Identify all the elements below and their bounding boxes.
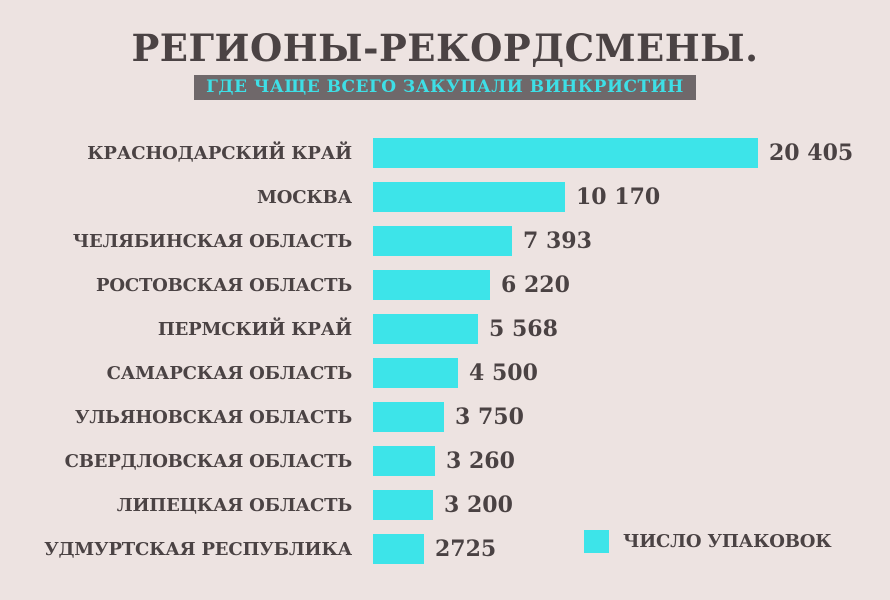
bar-value: 7 393	[523, 228, 592, 255]
bar	[373, 138, 758, 169]
bar-value: 6 220	[501, 272, 570, 299]
chart-row: УДМУРТСКАЯ РЕСПУБЛИКА 2725	[0, 534, 890, 565]
bar	[373, 446, 435, 477]
bar	[373, 534, 424, 565]
bar-label: СВЕРДЛОВСКАЯ ОБЛАСТЬ	[64, 450, 353, 472]
chart-rows: КРАСНОДАРСКИЙ КРАЙ 20 405 МОСКВА 10 170 …	[0, 138, 890, 565]
bar-label: САМАРСКАЯ ОБЛАСТЬ	[106, 362, 353, 384]
bar-value: 3 260	[446, 448, 515, 475]
chart-row: УЛЬЯНОВСКАЯ ОБЛАСТЬ 3 750	[0, 402, 890, 433]
bar	[373, 314, 478, 345]
bar	[373, 402, 444, 433]
chart-row: ПЕРМСКИЙ КРАЙ 5 568	[0, 314, 890, 345]
bar-value: 2725	[435, 536, 497, 563]
chart-row: СВЕРДЛОВСКАЯ ОБЛАСТЬ 3 260	[0, 446, 890, 477]
bar-label: ЧЕЛЯБИНСКАЯ ОБЛАСТЬ	[72, 230, 352, 252]
chart-legend: ЧИСЛО УПАКОВОК	[584, 530, 832, 553]
subtitle-badge: ГДЕ ЧАЩЕ ВСЕГО ЗАКУПАЛИ ВИНКРИСТИН	[194, 75, 696, 101]
bar	[373, 226, 512, 257]
bar-label: МОСКВА	[257, 186, 352, 208]
bar-value: 3 200	[444, 492, 513, 519]
subtitle-row: ГДЕ ЧАЩЕ ВСЕГО ЗАКУПАЛИ ВИНКРИСТИН	[0, 75, 890, 101]
bar-value: 4 500	[469, 360, 538, 387]
chart-row: МОСКВА 10 170	[0, 182, 890, 213]
bar-value: 3 750	[455, 404, 524, 431]
chart-row: ЧЕЛЯБИНСКАЯ ОБЛАСТЬ 7 393	[0, 226, 890, 257]
legend-swatch-icon	[584, 530, 609, 553]
bar-label: РОСТОВСКАЯ ОБЛАСТЬ	[96, 274, 352, 296]
bar-label: ПЕРМСКИЙ КРАЙ	[157, 318, 352, 340]
bar	[373, 490, 433, 521]
chart-row: САМАРСКАЯ ОБЛАСТЬ 4 500	[0, 358, 890, 389]
legend-label: ЧИСЛО УПАКОВОК	[623, 531, 832, 552]
bar-chart: КРАСНОДАРСКИЙ КРАЙ 20 405 МОСКВА 10 170 …	[0, 138, 890, 565]
bar-label: УДМУРТСКАЯ РЕСПУБЛИКА	[44, 538, 352, 560]
bar-value: 5 568	[489, 316, 558, 343]
bar-label: ЛИПЕЦКАЯ ОБЛАСТЬ	[116, 494, 352, 516]
page-title: РЕГИОНЫ-РЕКОРДСМЕНЫ.	[131, 26, 759, 70]
bar-label: УЛЬЯНОВСКАЯ ОБЛАСТЬ	[74, 406, 352, 428]
chart-row: РОСТОВСКАЯ ОБЛАСТЬ 6 220	[0, 270, 890, 301]
bar	[373, 270, 490, 301]
chart-row: ЛИПЕЦКАЯ ОБЛАСТЬ 3 200	[0, 490, 890, 521]
chart-row: КРАСНОДАРСКИЙ КРАЙ 20 405	[0, 138, 890, 169]
bar-value: 10 170	[576, 184, 661, 211]
bar	[373, 358, 458, 389]
bar-value: 20 405	[769, 140, 854, 167]
bar	[373, 182, 565, 213]
bar-label: КРАСНОДАРСКИЙ КРАЙ	[87, 142, 352, 164]
